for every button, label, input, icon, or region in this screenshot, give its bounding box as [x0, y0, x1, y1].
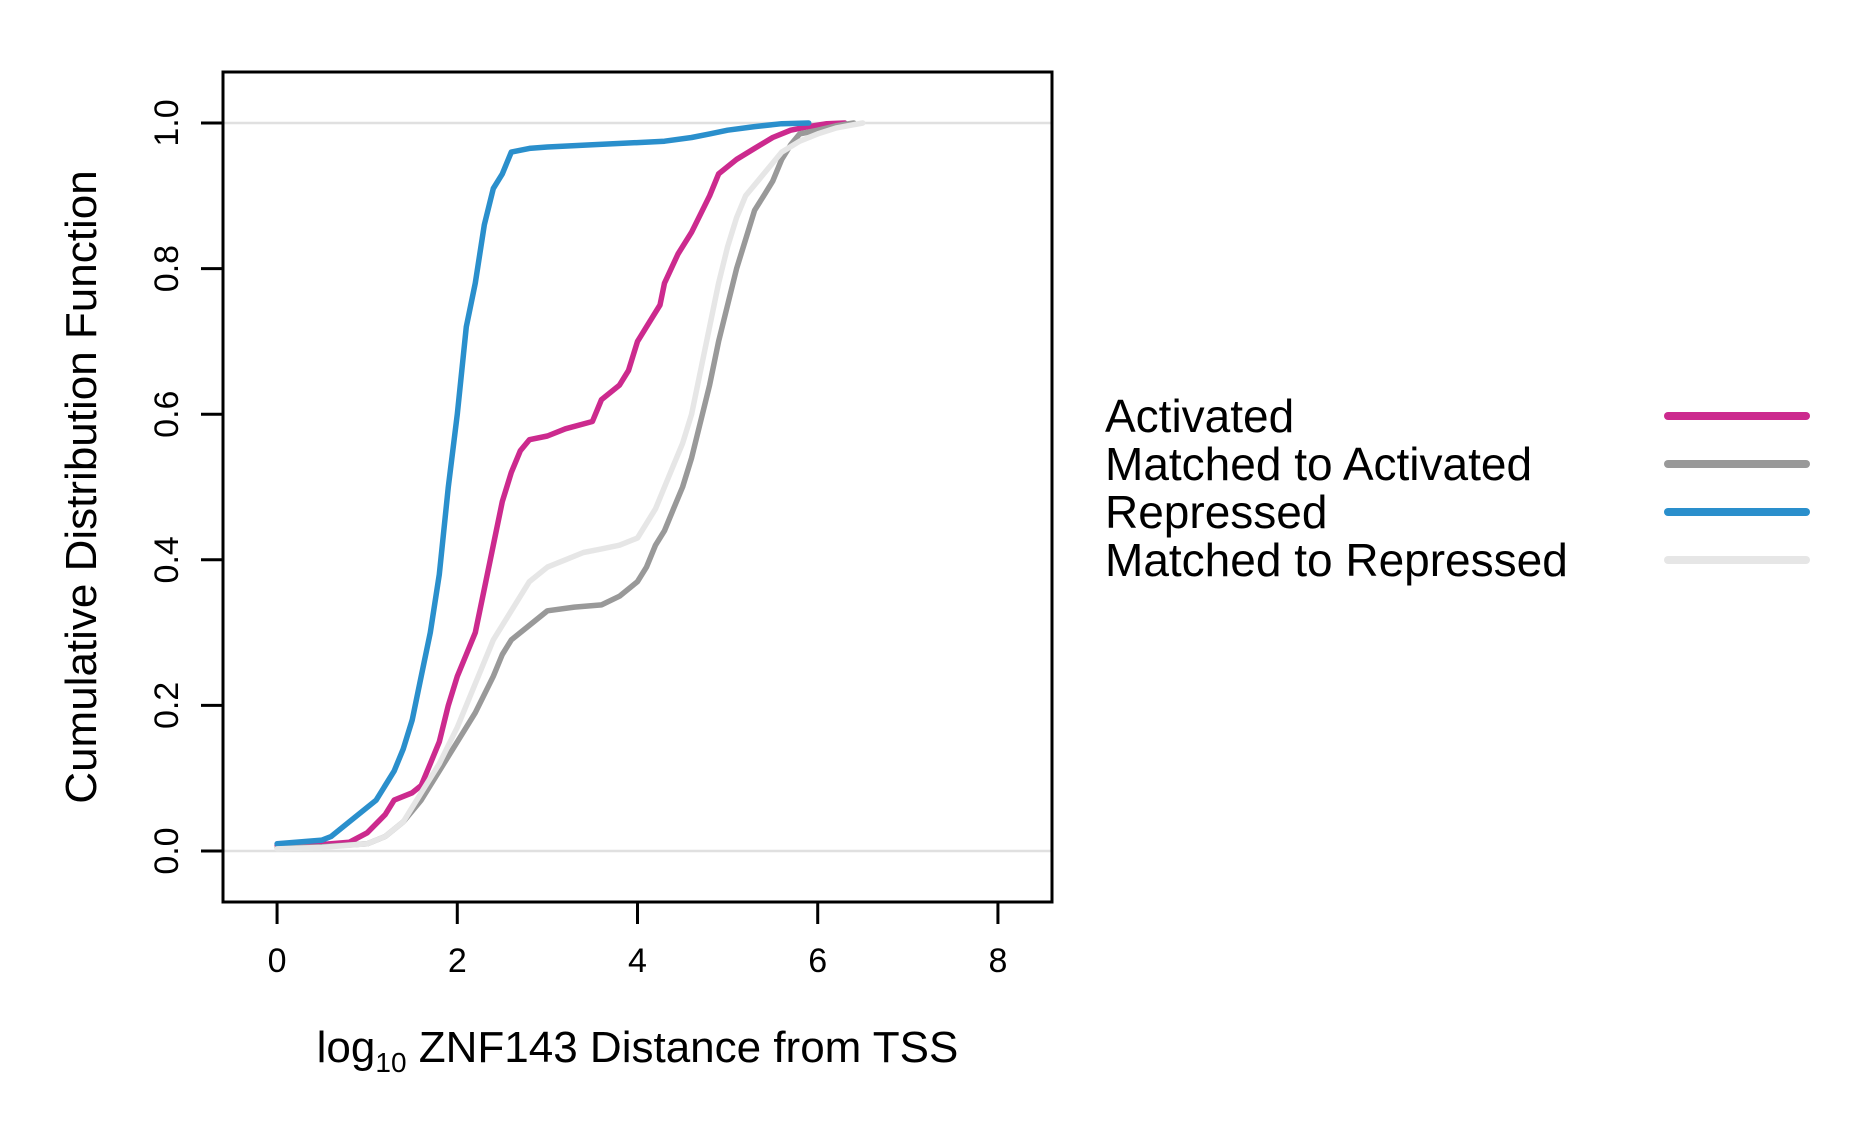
x-tick-label-2: 4 [628, 942, 647, 980]
series-line-0 [274, 120, 848, 848]
x-tick-label-4: 8 [988, 942, 1007, 980]
y-tick-label-0: 0.0 [148, 827, 186, 874]
x-axis-title: log10 ZNF143 Distance from TSS [317, 1023, 959, 1078]
x-tick-label-0: 0 [268, 942, 287, 980]
x-axis-title-prefix: log [317, 1023, 376, 1072]
x-axis-title-rest: ZNF143 Distance from TSS [407, 1023, 959, 1072]
legend-label-3: Matched to Repressed [1105, 534, 1568, 586]
y-axis: 0.0 0.2 0.4 0.6 0.8 1.0 [148, 99, 225, 875]
plot-frame [221, 70, 1054, 904]
reference-lines [223, 121, 1052, 853]
x-axis-title-subscript: 10 [375, 1047, 406, 1078]
y-tick-label-4: 0.8 [148, 245, 186, 292]
legend-label-2: Repressed [1105, 486, 1327, 538]
x-tick-label-1: 2 [448, 942, 467, 980]
series-line-2 [274, 120, 812, 847]
series-line-3 [274, 120, 866, 852]
y-tick-label-2: 0.4 [148, 536, 186, 583]
series-lines [274, 120, 866, 852]
x-axis: 0 2 4 6 8 [268, 900, 1007, 980]
y-tick-label-1: 0.2 [148, 682, 186, 729]
y-axis-title: Cumulative Distribution Function [57, 170, 106, 803]
x-tick-label-3: 6 [808, 942, 827, 980]
y-tick-label-3: 0.6 [148, 391, 186, 438]
y-tick-label-5: 1.0 [148, 99, 186, 146]
legend-label-0: Activated [1105, 390, 1294, 442]
legend-label-1: Matched to Activated [1105, 438, 1532, 490]
series-line-1 [274, 120, 857, 851]
